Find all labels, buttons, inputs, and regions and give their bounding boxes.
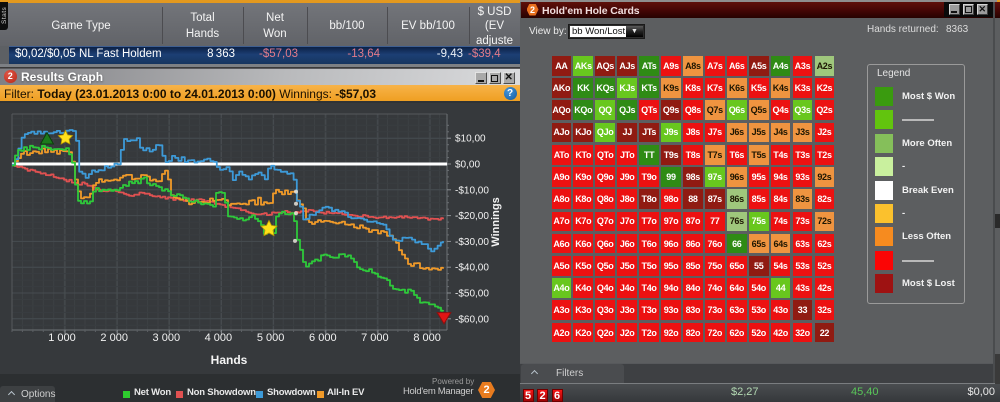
svg-text:2 000: 2 000 <box>100 332 128 344</box>
svg-text:-$40,00: -$40,00 <box>455 263 489 274</box>
svg-text:-$10,00: -$10,00 <box>455 185 489 196</box>
svg-text:$0,00: $0,00 <box>455 160 480 171</box>
svg-text:-$20,00: -$20,00 <box>455 211 489 222</box>
svg-text:-$50,00: -$50,00 <box>455 289 489 300</box>
svg-text:5 000: 5 000 <box>257 332 285 344</box>
svg-text:1 000: 1 000 <box>48 332 76 344</box>
svg-text:4 000: 4 000 <box>205 332 233 344</box>
svg-text:-$30,00: -$30,00 <box>455 237 489 248</box>
svg-text:3 000: 3 000 <box>153 332 181 344</box>
svg-text:Hands: Hands <box>211 353 248 367</box>
svg-text:6 000: 6 000 <box>309 332 337 344</box>
svg-text:8 000: 8 000 <box>413 332 441 344</box>
svg-text:-$60,00: -$60,00 <box>455 314 489 325</box>
svg-text:Winnings: Winnings <box>490 197 502 246</box>
svg-text:7 000: 7 000 <box>361 332 389 344</box>
svg-text:$10,00: $10,00 <box>455 134 486 145</box>
